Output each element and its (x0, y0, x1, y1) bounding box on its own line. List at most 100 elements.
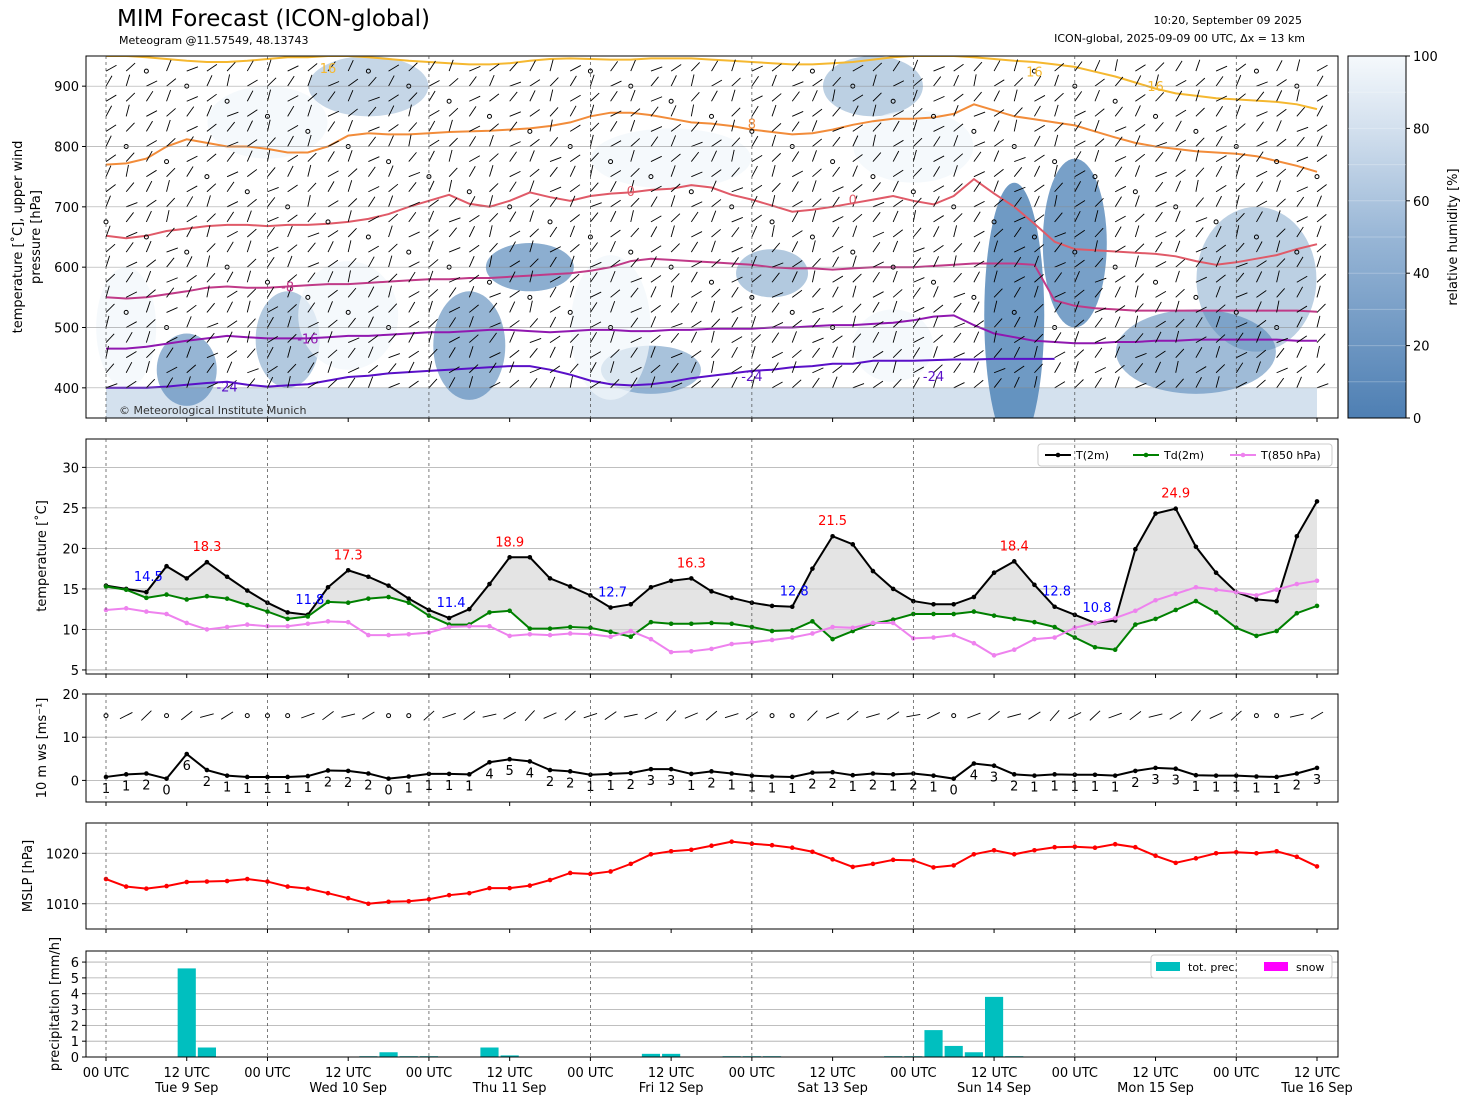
wind-barb (489, 225, 493, 238)
wind-barb (670, 213, 681, 223)
wind-barb (812, 78, 823, 87)
wind-barb (1215, 165, 1223, 177)
wind-barb (549, 316, 557, 328)
wind-barb (1195, 59, 1201, 72)
wind-barb (549, 305, 561, 313)
wind-barb (973, 361, 979, 373)
upper-air-ylabel-line2: pressure [hPa] (29, 190, 44, 284)
calm-wind-marker (224, 98, 230, 104)
wind-barb (166, 377, 174, 389)
wind-barb (892, 300, 898, 313)
wind-barb (307, 262, 320, 268)
wind-barb (953, 225, 958, 238)
wind-barb (933, 166, 941, 177)
wind-speed-point (1133, 768, 1138, 774)
wind-barb (1074, 349, 1085, 359)
wind-barb (993, 318, 1003, 328)
series-point-0 (224, 574, 230, 580)
series-point-1 (1173, 607, 1179, 613)
mslp-point (265, 879, 270, 884)
wind-barb (1135, 303, 1144, 313)
wind-barb (1114, 376, 1120, 388)
wind-barb (771, 272, 780, 283)
wind-barb (105, 273, 116, 283)
wind-barb (469, 274, 480, 283)
wind-barb (1013, 59, 1018, 72)
wind-barb (913, 137, 923, 147)
wind-barb (590, 182, 599, 193)
wind-barb (247, 169, 258, 178)
wind-barb (731, 336, 743, 343)
wind-speed-label: 1 (1111, 781, 1119, 796)
wind-barb (731, 306, 743, 313)
wind-barb (690, 104, 695, 117)
wind-barb (1235, 165, 1241, 177)
wind-barb (468, 136, 477, 147)
calm-wind-marker (1314, 174, 1320, 180)
wind-barb (1114, 185, 1127, 193)
wind-barb (186, 364, 197, 374)
wind-barb (791, 91, 800, 102)
wind-barb (327, 301, 333, 313)
wind-barb (913, 277, 925, 283)
wind-barb (751, 225, 758, 238)
series-point-0 (951, 602, 956, 607)
wind-barb (953, 332, 962, 343)
wind-speed-point (648, 766, 654, 772)
surface-wind-barb (442, 712, 456, 719)
wind-barb (408, 134, 412, 147)
y-tick-label: 500 (54, 322, 79, 337)
wind-barb (1296, 286, 1304, 298)
wind-speed-point (749, 773, 755, 778)
wind-barb (1155, 241, 1163, 253)
wind-barb (933, 155, 945, 162)
wind-barb (711, 360, 715, 373)
wind-barb (610, 259, 621, 268)
wind-barb (1114, 245, 1126, 253)
wind-barb (428, 259, 439, 268)
wind-barb (589, 134, 594, 147)
wind-barb (852, 315, 856, 328)
wind-barb (953, 243, 963, 253)
wind-speed-label: 2 (869, 778, 877, 793)
wind-barb (529, 228, 539, 238)
precip-bar (924, 1030, 943, 1057)
wind-barb (811, 210, 817, 223)
wind-barb (852, 345, 856, 358)
precip-bar (197, 1047, 216, 1057)
wind-barb (347, 90, 354, 102)
wind-speed-label: 1 (405, 782, 413, 797)
wind-barb (549, 166, 558, 177)
wind-barb (751, 95, 763, 102)
wind-barb (912, 377, 920, 389)
wind-barb (1195, 317, 1203, 328)
min-temp-label: 11.8 (295, 593, 324, 608)
wind-barb (1296, 89, 1300, 102)
wind-barb (1215, 185, 1227, 193)
series-point-2 (547, 632, 553, 638)
isotherm-line (105, 103, 1318, 173)
wind-barb (1155, 290, 1167, 298)
wind-barb (529, 377, 538, 389)
series-point-0 (689, 576, 694, 581)
series-point-1 (366, 596, 371, 601)
surface-wind-barb (906, 713, 921, 718)
wind-barb (670, 243, 680, 253)
surface-wind-barb (1148, 713, 1163, 718)
wind-barb (247, 109, 258, 117)
wind-barb (1094, 240, 1098, 253)
wind-barb (1094, 377, 1102, 389)
wind-barb (408, 261, 420, 268)
wind-barb (590, 332, 597, 343)
isotherm-line (106, 56, 1318, 111)
wind-speed-point (951, 776, 956, 781)
wind-barb (751, 195, 758, 208)
surface-wind-barb (180, 710, 193, 721)
wind-barb (1054, 242, 1063, 253)
wind-barb (145, 240, 152, 253)
y-tick-label: 0 (71, 1051, 79, 1066)
wind-barb (771, 362, 779, 373)
series-point-1 (305, 614, 311, 619)
wind-barb (1215, 346, 1221, 358)
wind-barb (125, 152, 135, 162)
